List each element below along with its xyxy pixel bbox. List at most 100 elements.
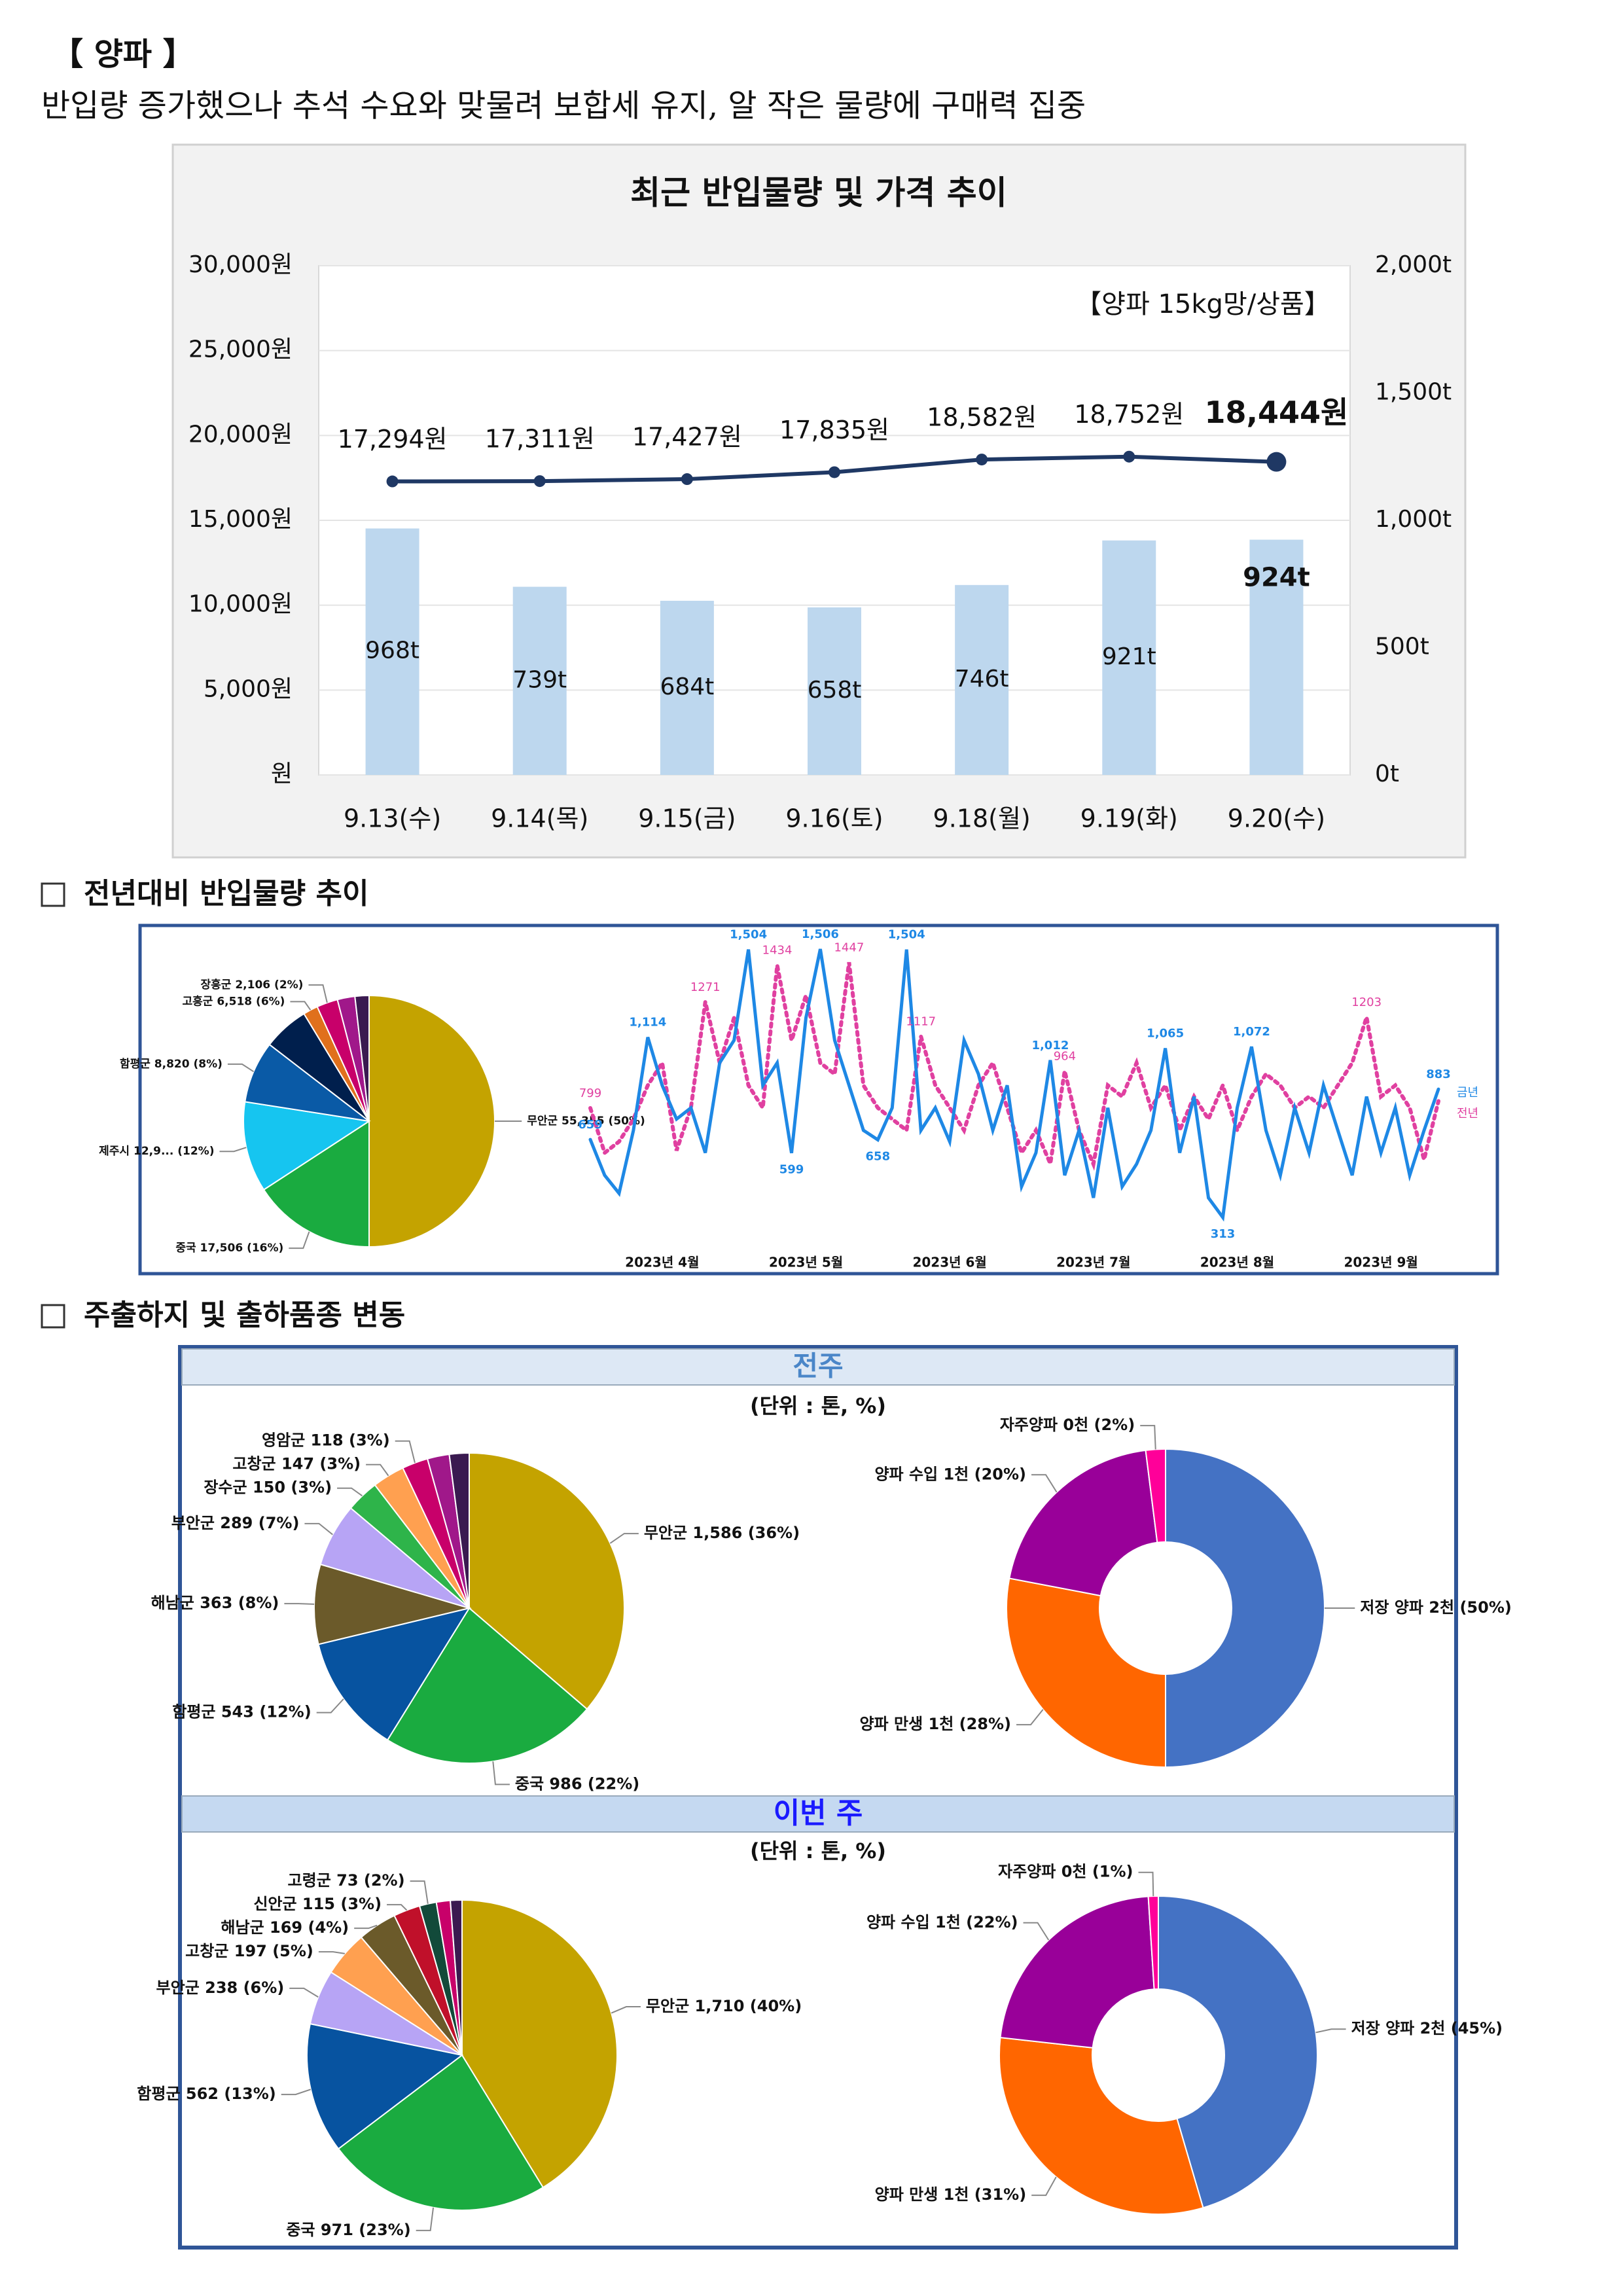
slice bbox=[386, 1607, 588, 1764]
slice bbox=[1147, 1895, 1159, 1990]
price-point bbox=[1266, 452, 1287, 472]
leader-line bbox=[395, 1440, 416, 1463]
data-label: 599 bbox=[779, 1163, 804, 1177]
leader-line bbox=[366, 1463, 389, 1477]
slice-label: 자주양파 0천 (1%) bbox=[998, 1863, 1133, 1881]
slice bbox=[1145, 1448, 1166, 1543]
leader-line bbox=[492, 1761, 510, 1785]
bar-label: 658t bbox=[808, 677, 862, 704]
y-tick-label: 5,000원 bbox=[204, 675, 293, 702]
leader-line bbox=[289, 1231, 310, 1249]
leader-line bbox=[1140, 1425, 1156, 1450]
panel-header bbox=[181, 1348, 1455, 1386]
data-label: 883 bbox=[1426, 1067, 1451, 1081]
price-label: 17,427원 bbox=[632, 423, 742, 452]
bar bbox=[808, 607, 861, 775]
slice-label: 장수군 150 (3%) bbox=[204, 1479, 332, 1497]
slice-label: 무안군 1,710 (40%) bbox=[646, 1997, 802, 2015]
data-label: 1447 bbox=[834, 941, 864, 954]
slice-label: 해남군 363 (8%) bbox=[151, 1594, 279, 1612]
bar-label: 968t bbox=[365, 637, 419, 664]
slice-label: 부안군 289 (7%) bbox=[171, 1514, 300, 1532]
y-tick-label: 원 bbox=[271, 761, 293, 787]
data-label: 1434 bbox=[762, 944, 793, 958]
x-tick-label: 9.14(목) bbox=[491, 804, 588, 833]
slice-label: 함평군 8,820 (8%) bbox=[120, 1057, 223, 1071]
leader-line bbox=[1031, 2176, 1057, 2197]
bar-label: 746t bbox=[955, 666, 1009, 692]
bar-label: 924t bbox=[1243, 563, 1310, 593]
section-heading: 전년대비 반입물량 추이 bbox=[84, 877, 368, 910]
slice bbox=[1165, 1448, 1325, 1768]
leader-line bbox=[609, 1533, 639, 1544]
price-point bbox=[681, 473, 693, 486]
slice bbox=[448, 1452, 470, 1609]
price-label: 18,582원 bbox=[927, 403, 1037, 432]
x-tick-label: 2023년 9월 bbox=[1344, 1255, 1418, 1270]
leader-line bbox=[387, 1904, 408, 1911]
y-tick-label: 25,000원 bbox=[188, 336, 293, 363]
bar bbox=[1102, 540, 1156, 775]
x-tick-label: 2023년 6월 bbox=[912, 1255, 986, 1270]
slice-label: 저장 양파 2천 (50%) bbox=[1360, 1598, 1512, 1617]
leader-line bbox=[316, 1698, 344, 1713]
leader-line bbox=[354, 1924, 378, 1929]
data-label: 1,504 bbox=[888, 928, 925, 942]
data-label: 1203 bbox=[1351, 996, 1382, 1009]
leader-line bbox=[289, 1987, 319, 1998]
slice bbox=[262, 1120, 370, 1248]
data-label: 1,506 bbox=[802, 927, 839, 941]
data-label: 1,012 bbox=[1031, 1039, 1069, 1052]
panel-header bbox=[181, 1795, 1455, 1833]
price-label: 17,835원 bbox=[779, 416, 889, 444]
slice-label: 함평군 562 (13%) bbox=[137, 2085, 276, 2103]
x-tick-label: 9.15(금) bbox=[638, 804, 736, 833]
leader-line bbox=[1023, 1922, 1050, 1941]
y2-tick-label: 500t bbox=[1375, 634, 1429, 660]
slice-label: 무안군 55,355 (50%) bbox=[527, 1115, 645, 1128]
slice bbox=[337, 2054, 544, 2211]
leader-line bbox=[410, 1880, 429, 1904]
slice bbox=[469, 1452, 625, 1710]
data-label: 1,072 bbox=[1233, 1025, 1270, 1039]
slice-label: 장흥군 2,106 (2%) bbox=[201, 978, 304, 992]
legend-label: 전년 bbox=[1457, 1107, 1478, 1121]
data-label: 799 bbox=[579, 1086, 601, 1100]
leader-line bbox=[308, 984, 328, 1003]
leader-line bbox=[318, 1951, 345, 1954]
slice-label: 양파 만생 1천 (31%) bbox=[875, 2185, 1027, 2204]
y2-tick-label: 2,000t bbox=[1375, 251, 1452, 278]
price-point bbox=[533, 475, 546, 488]
x-tick-label: 9.18(월) bbox=[933, 804, 1031, 833]
y-tick-label: 30,000원 bbox=[188, 251, 293, 278]
slice bbox=[999, 2036, 1204, 2215]
data-label: 1271 bbox=[690, 980, 721, 994]
slice bbox=[368, 994, 495, 1248]
slice bbox=[1008, 1449, 1158, 1597]
data-label: 1,065 bbox=[1147, 1027, 1184, 1041]
legend-label: 금년 bbox=[1457, 1086, 1478, 1100]
x-tick-label: 2023년 5월 bbox=[769, 1255, 843, 1270]
slice bbox=[461, 1899, 618, 2189]
leader-line bbox=[290, 1001, 312, 1011]
slice-label: 중국 17,506 (16%) bbox=[175, 1242, 283, 1255]
chart-annotation: 【양파 15kg망/상품】 bbox=[1075, 289, 1330, 319]
slice-label: 고령군 73 (2%) bbox=[288, 1871, 405, 1890]
checkbox bbox=[41, 1304, 65, 1329]
leader-line bbox=[1315, 2028, 1346, 2034]
bar bbox=[512, 586, 567, 775]
slice-label: 해남군 169 (4%) bbox=[221, 1918, 349, 1937]
slice-label: 고흥군 6,518 (6%) bbox=[183, 994, 285, 1008]
x-tick-label: 9.13(수) bbox=[344, 804, 441, 833]
bar-label: 921t bbox=[1102, 643, 1156, 670]
price-label: 17,294원 bbox=[338, 425, 448, 454]
bar bbox=[660, 600, 714, 775]
series-line bbox=[588, 948, 1440, 1222]
bar bbox=[1249, 539, 1304, 775]
slice-label: 저장 양파 2천 (45%) bbox=[1351, 2019, 1503, 2037]
series-line bbox=[588, 961, 1440, 1171]
slice bbox=[1006, 1577, 1166, 1768]
x-tick-label: 9.16(토) bbox=[785, 804, 883, 833]
leader-line bbox=[416, 2207, 435, 2231]
